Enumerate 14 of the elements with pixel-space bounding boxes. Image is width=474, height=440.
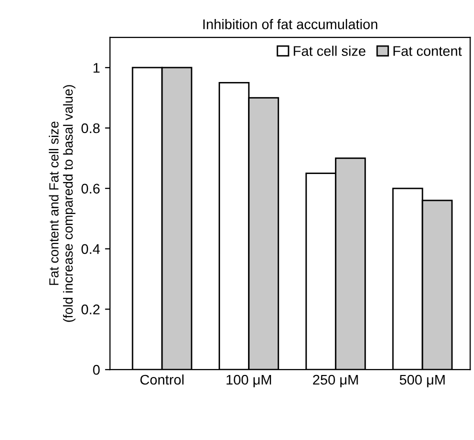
y-tick-label: 0.4 — [81, 244, 100, 254]
x-tick-label: 500 μM — [400, 374, 445, 388]
y-tick-label: 0.6 — [81, 184, 100, 194]
x-tick-label: 250 μM — [313, 374, 358, 388]
x-tick-label: 100 μM — [226, 374, 272, 388]
legend-label: Fat content — [394, 46, 462, 56]
chart-title: Inhibition of fat accumulation — [203, 19, 378, 30]
y-axis-title: Fat content and Fat cell size (fold increase comparedd to basal value) — [48, 85, 76, 322]
legend-label: Fat cell size — [294, 46, 366, 56]
y-tick-label: 1 — [94, 63, 100, 73]
x-tick-label: Control — [140, 374, 184, 385]
y-tick-label: 0 — [93, 364, 100, 375]
y-tick-label: 0.2 — [81, 304, 100, 314]
y-tick-label: 0.8 — [81, 123, 100, 134]
